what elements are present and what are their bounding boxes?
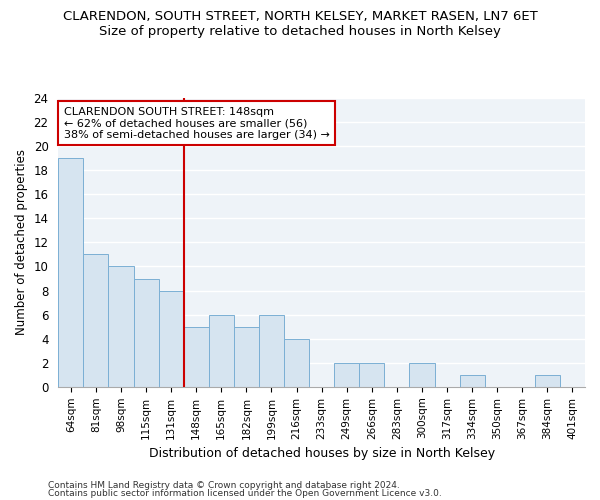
Bar — [109, 266, 134, 387]
X-axis label: Distribution of detached houses by size in North Kelsey: Distribution of detached houses by size … — [149, 447, 495, 460]
Text: Contains public sector information licensed under the Open Government Licence v3: Contains public sector information licen… — [48, 489, 442, 498]
Y-axis label: Number of detached properties: Number of detached properties — [15, 150, 28, 336]
Text: Contains HM Land Registry data © Crown copyright and database right 2024.: Contains HM Land Registry data © Crown c… — [48, 480, 400, 490]
Bar — [58, 158, 83, 387]
Bar — [184, 326, 209, 387]
Bar — [460, 375, 485, 387]
Bar — [158, 290, 184, 387]
Text: CLARENDON SOUTH STREET: 148sqm
← 62% of detached houses are smaller (56)
38% of : CLARENDON SOUTH STREET: 148sqm ← 62% of … — [64, 106, 329, 140]
Bar — [259, 314, 284, 387]
Bar — [409, 363, 434, 387]
Text: CLARENDON, SOUTH STREET, NORTH KELSEY, MARKET RASEN, LN7 6ET
Size of property re: CLARENDON, SOUTH STREET, NORTH KELSEY, M… — [62, 10, 538, 38]
Bar — [284, 338, 309, 387]
Bar — [134, 278, 158, 387]
Bar — [234, 326, 259, 387]
Bar — [334, 363, 359, 387]
Bar — [359, 363, 385, 387]
Bar — [209, 314, 234, 387]
Bar — [535, 375, 560, 387]
Bar — [83, 254, 109, 387]
